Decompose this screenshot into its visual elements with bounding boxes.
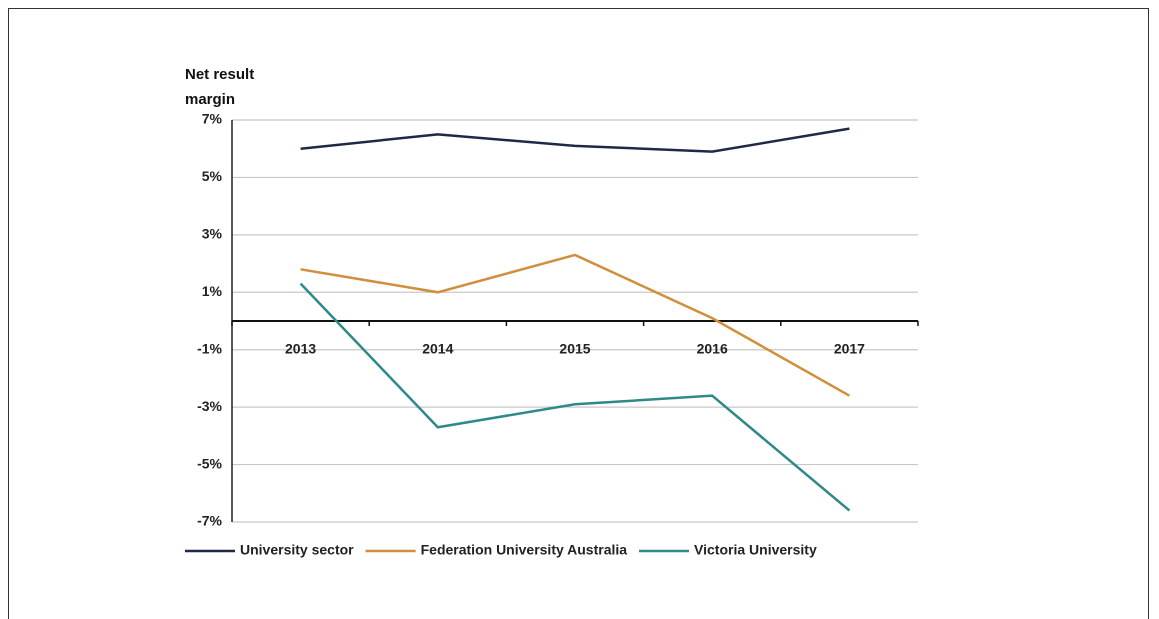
chart-title: Net result margin <box>185 66 255 108</box>
series-line <box>300 253 851 397</box>
x-tick-label: 2017 <box>834 341 865 357</box>
y-tick-label: -3% <box>197 398 222 414</box>
frame <box>8 8 1149 619</box>
y-tick-label: 3% <box>202 226 223 242</box>
series-line <box>299 282 851 512</box>
series-line <box>300 127 850 153</box>
y-tick-label: -1% <box>197 340 222 356</box>
legend-label: Victoria University <box>694 542 817 558</box>
x-tick-label: 2015 <box>559 341 590 357</box>
y-tick-label: 7% <box>202 111 223 127</box>
x-tick-label: 2014 <box>422 341 453 357</box>
y-tick-label: -5% <box>197 455 222 471</box>
x-tick-label: 2013 <box>285 341 316 357</box>
legend-label: University sector <box>240 542 354 558</box>
legend-label: Federation University Australia <box>421 542 628 558</box>
y-tick-label: 5% <box>202 168 223 184</box>
y-tick-label: -7% <box>197 513 222 529</box>
y-tick-label: 1% <box>202 283 223 299</box>
x-tick-label: 2016 <box>697 341 728 357</box>
